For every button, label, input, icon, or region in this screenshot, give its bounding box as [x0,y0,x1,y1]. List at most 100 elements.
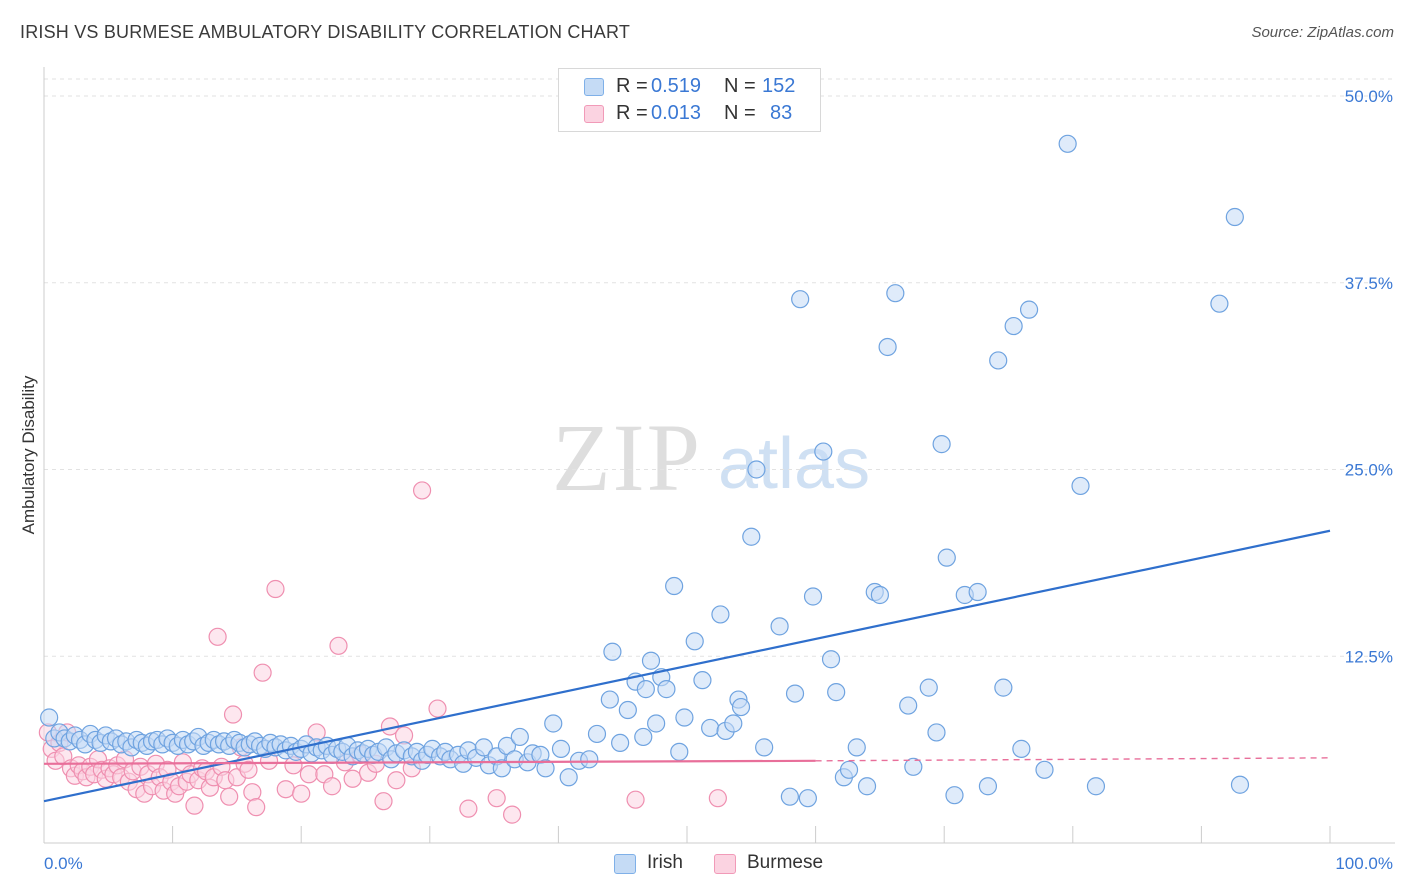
point-irish [618,700,637,720]
point-irish [827,683,846,702]
point-irish [770,617,789,636]
point-irish [731,697,751,717]
trend-extension-burmese [815,757,1331,762]
series-burmese [38,481,727,824]
legend-n-value: 83 [770,102,793,124]
x-tick-label-right: 100.0% [1335,854,1393,873]
point-burmese [503,805,522,824]
point-irish [919,678,938,697]
point-irish [647,714,666,733]
point-burmese [253,663,272,682]
point-irish [693,671,712,690]
bottom-legend-swatch-irish [614,854,636,874]
watermark: ZIP atlas [552,404,870,511]
point-irish [580,750,599,769]
point-irish [904,757,923,776]
point-irish [839,760,859,779]
legend-swatch-irish [584,78,604,96]
point-irish [937,548,956,567]
point-burmese [239,760,258,779]
point-burmese [220,787,239,806]
point-irish [600,690,619,709]
point-burmese [412,481,432,500]
point-irish [497,736,517,755]
point-burmese [487,789,506,808]
point-burmese [459,799,478,818]
point-irish [711,605,730,624]
y-tick-label: 25.0% [1345,461,1393,480]
point-burmese [266,579,285,599]
bottom-legend-swatch-burmese [714,854,736,874]
point-irish [814,442,833,461]
point-irish [857,777,877,796]
bottom-legend-label-burmese: Burmese [747,852,824,873]
point-irish [1004,316,1023,336]
point-burmese [322,777,342,796]
point-irish [675,708,694,727]
y-tick-label: 12.5% [1345,647,1393,666]
point-irish [1019,300,1039,319]
point-burmese [626,790,645,809]
point-burmese [343,769,362,788]
point-burmese [708,789,727,808]
legend-n-label: N = [724,75,756,97]
point-burmese [185,796,204,815]
point-burmese [243,783,262,802]
point-burmese [428,699,447,718]
point-irish [780,787,799,806]
point-irish [978,777,998,796]
point-irish [665,576,684,596]
point-irish [641,651,661,670]
point-irish [657,680,676,699]
point-irish [1210,294,1229,313]
point-irish [791,290,810,309]
trend-line-irish [43,529,1331,803]
watermark-atlas: atlas [718,424,870,504]
point-irish [870,585,890,605]
point-irish [1071,476,1090,496]
y-axis-label: Ambulatory Disability [19,375,38,535]
point-burmese [208,627,227,646]
x-tick-label-left: 0.0% [44,854,83,873]
point-irish [886,284,905,303]
point-irish [798,789,817,808]
point-burmese [299,765,319,784]
trend-lines [43,529,1331,803]
stats-legend: R = 0.519 N = 152 R = 0.013 N = 83 [558,68,821,132]
point-irish [878,337,897,357]
point-irish [536,759,555,778]
point-irish [747,460,766,479]
trend-line-burmese [43,759,816,765]
tick-labels: 12.5% 25.0% 37.5% 50.0% 0.0% 100.0% [44,87,1393,873]
point-irish [492,759,511,778]
point-irish [927,723,946,742]
point-irish [544,714,563,733]
point-burmese [374,792,393,811]
legend-swatch-burmese [584,105,604,123]
chart-title: IRISH VS BURMESE AMBULATORY DISABILITY C… [20,22,631,42]
point-irish [742,527,761,546]
legend-n-label: N = [724,102,756,124]
point-irish [611,733,630,753]
legend-r-label: R = [616,102,648,124]
point-irish [559,768,578,787]
legend-r-value: 0.013 [651,102,702,124]
bottom-legend-label-irish: Irish [647,852,683,873]
point-irish [994,678,1013,697]
point-burmese [247,798,266,817]
point-irish [1058,134,1077,153]
legend-r-label: R = [616,75,648,97]
point-irish [899,696,918,715]
point-irish [1230,775,1250,794]
point-burmese [387,771,406,790]
point-irish [40,708,59,727]
series-irish [40,134,1250,808]
point-irish [1225,207,1244,227]
point-irish [847,738,866,757]
point-irish [821,650,841,669]
legend-r-value: 0.519 [651,75,702,97]
point-irish [1012,739,1031,758]
point-irish [634,727,653,747]
point-irish [474,738,493,757]
y-tick-label: 37.5% [1345,274,1393,293]
